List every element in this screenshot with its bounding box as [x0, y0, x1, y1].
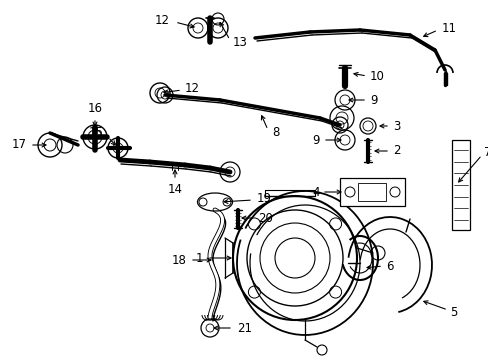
- Text: 9: 9: [369, 94, 377, 107]
- Circle shape: [223, 198, 230, 206]
- Text: 20: 20: [258, 211, 272, 225]
- Bar: [357, 183, 385, 201]
- Text: 5: 5: [449, 306, 456, 320]
- Text: 3: 3: [392, 120, 400, 132]
- Text: 13: 13: [232, 36, 247, 49]
- Text: 6: 6: [385, 260, 393, 273]
- Text: 14: 14: [167, 183, 182, 196]
- Text: 12: 12: [184, 81, 200, 94]
- Text: 18: 18: [172, 253, 186, 266]
- Text: 16: 16: [87, 102, 102, 115]
- Text: 15: 15: [89, 126, 104, 139]
- Text: 8: 8: [271, 126, 279, 139]
- Text: 19: 19: [257, 192, 271, 204]
- Text: 12: 12: [155, 13, 170, 27]
- Text: 2: 2: [392, 144, 400, 158]
- Text: 17: 17: [12, 139, 27, 152]
- Text: 1: 1: [195, 252, 203, 265]
- Text: 11: 11: [441, 22, 456, 35]
- Bar: [451, 140, 469, 230]
- Circle shape: [199, 198, 206, 206]
- Text: 9: 9: [312, 134, 319, 147]
- Bar: [339, 178, 404, 206]
- Text: 7: 7: [483, 145, 488, 158]
- Text: 21: 21: [237, 321, 251, 334]
- Text: 4: 4: [312, 185, 319, 198]
- Text: 10: 10: [369, 69, 384, 82]
